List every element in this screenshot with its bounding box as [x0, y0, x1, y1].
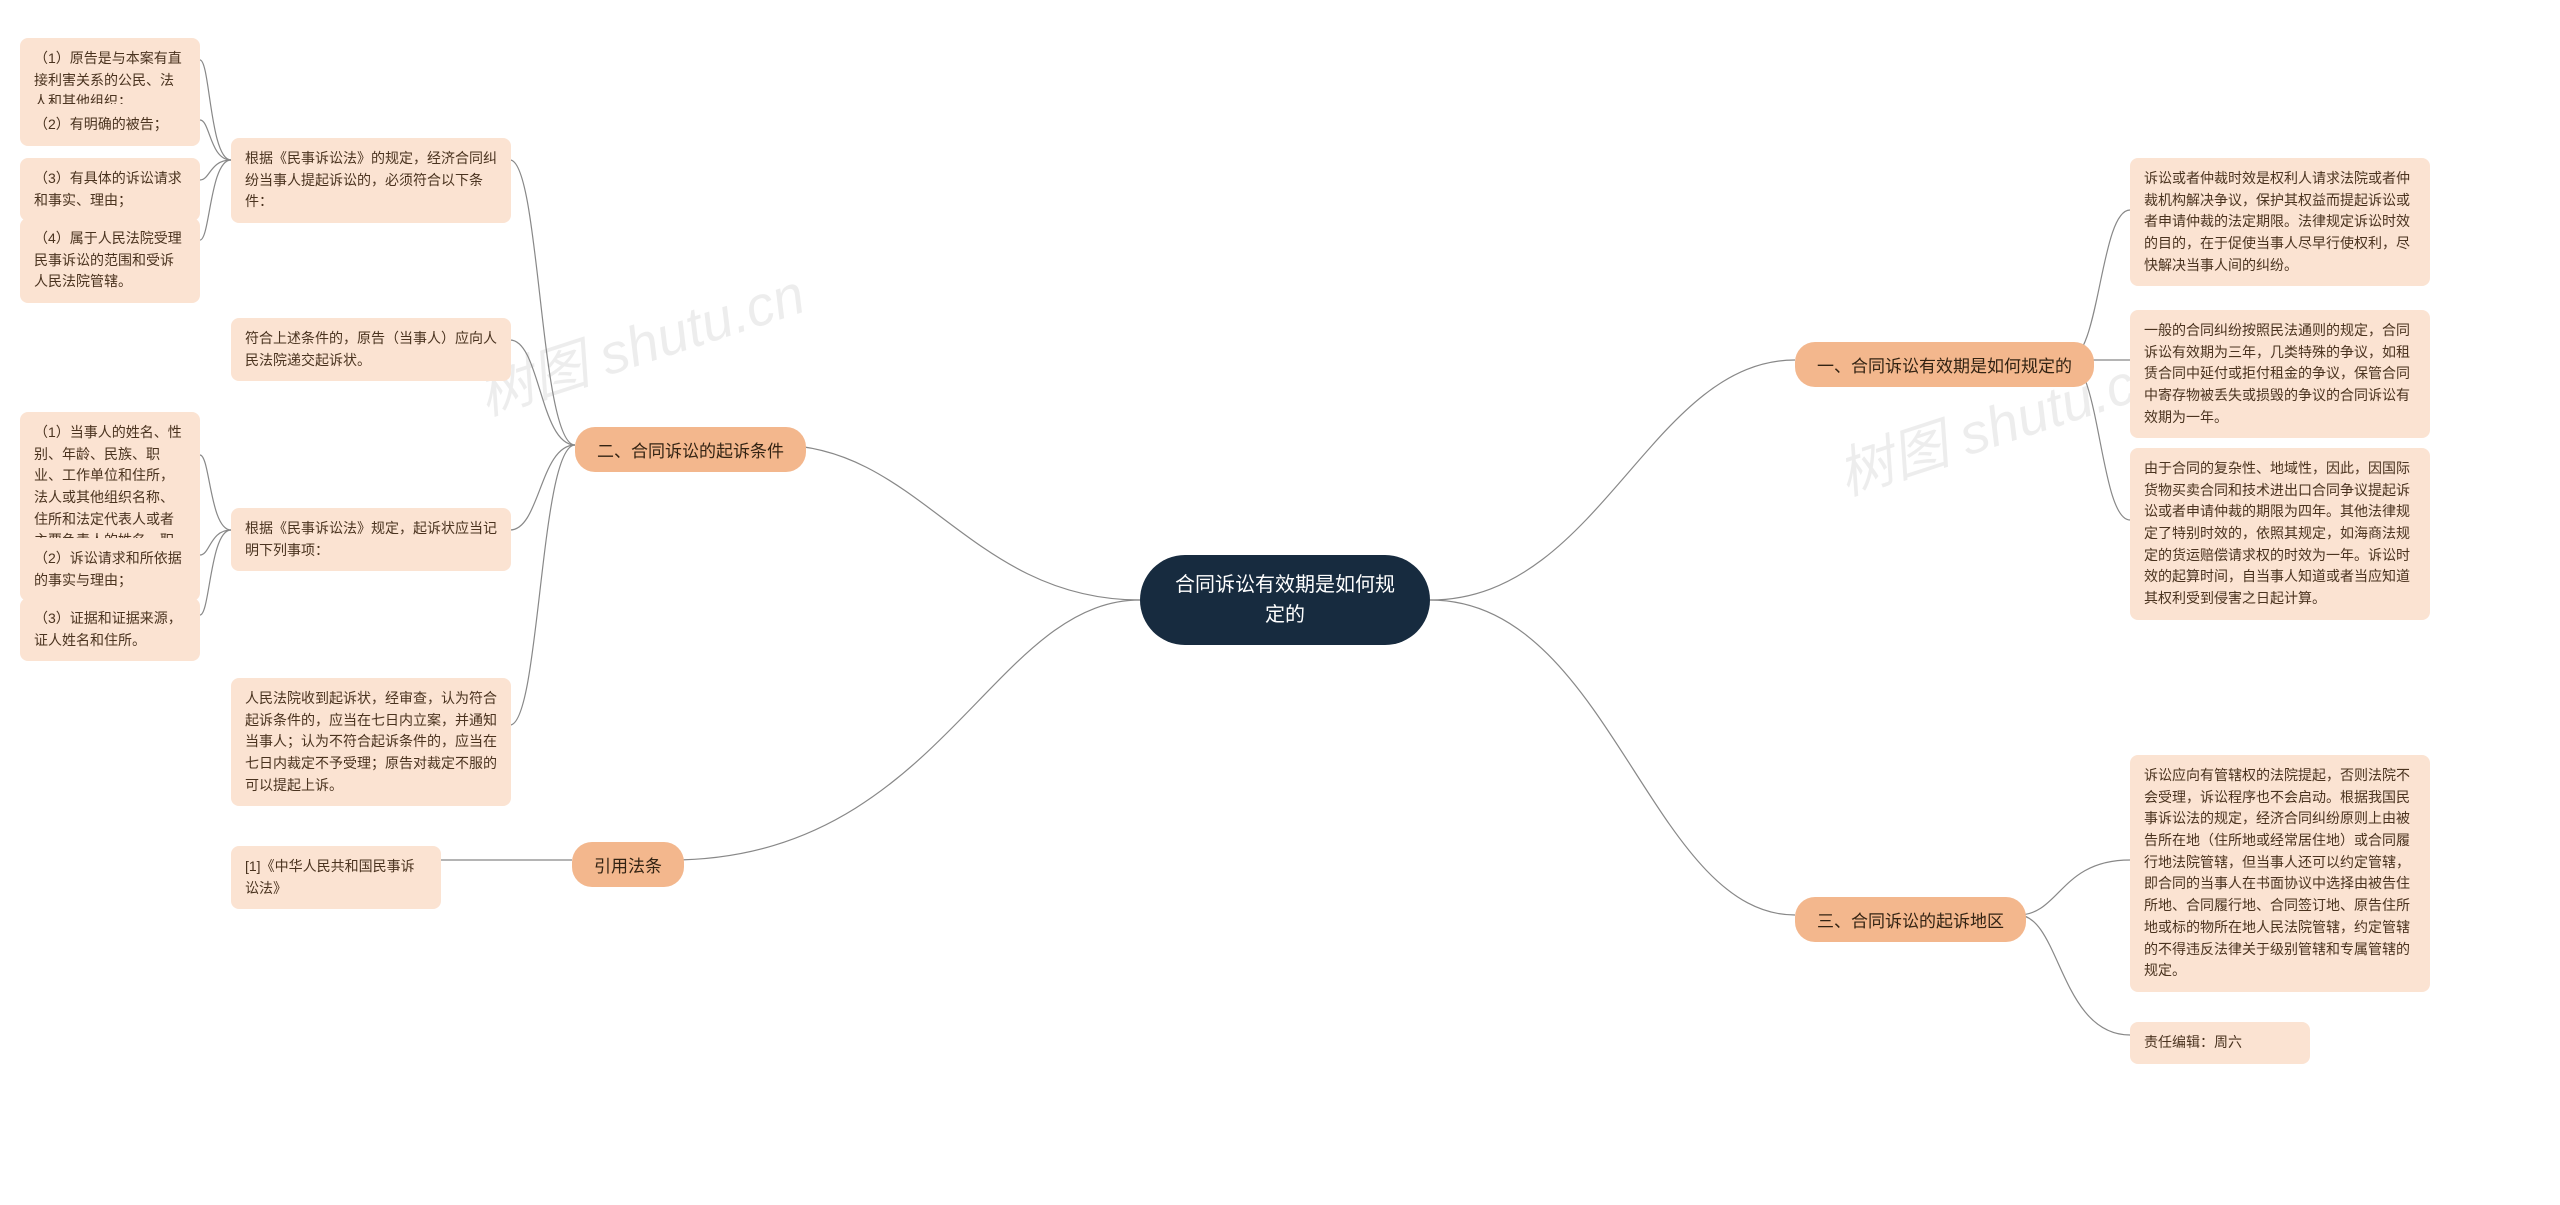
leaf-left-1-c4: 人民法院收到起诉状，经审查，认为符合起诉条件的，应当在七日内立案，并通知当事人；…: [231, 678, 511, 806]
leaf-right-1-1: 诉讼或者仲裁时效是权利人请求法院或者仲裁机构解决争议，保护其权益而提起诉讼或者申…: [2130, 158, 2430, 286]
watermark: 树图 shutu.cn: [466, 250, 814, 432]
leaf-left-1-c3: 根据《民事诉讼法》规定，起诉状应当记明下列事项：: [231, 508, 511, 571]
leaf-left-1-c3-s2: （2）诉讼请求和所依据的事实与理由；: [20, 538, 200, 601]
leaf-left-2-c1: [1]《中华人民共和国民事诉讼法》: [231, 846, 441, 909]
leaf-left-1-c3-s3: （3）证据和证据来源，证人姓名和住所。: [20, 598, 200, 661]
branch-right-2: 三、合同诉讼的起诉地区: [1795, 897, 2026, 942]
leaf-left-1-c2: 符合上述条件的，原告（当事人）应向人民法院递交起诉状。: [231, 318, 511, 381]
leaf-right-2-2: 责任编辑：周六: [2130, 1022, 2310, 1064]
branch-right-1: 一、合同诉讼有效期是如何规定的: [1795, 342, 2094, 387]
leaf-left-1-c1-s3: （3）有具体的诉讼请求和事实、理由；: [20, 158, 200, 221]
branch-left-2: 引用法条: [572, 842, 684, 887]
branch-left-1: 二、合同诉讼的起诉条件: [575, 427, 806, 472]
leaf-left-1-c1-s4: （4）属于人民法院受理民事诉讼的范围和受诉人民法院管辖。: [20, 218, 200, 303]
leaf-right-1-2: 一般的合同纠纷按照民法通则的规定，合同诉讼有效期为三年，几类特殊的争议，如租赁合…: [2130, 310, 2430, 438]
center-topic: 合同诉讼有效期是如何规定的: [1140, 555, 1430, 645]
leaf-right-2-1: 诉讼应向有管辖权的法院提起，否则法院不会受理，诉讼程序也不会启动。根据我国民事诉…: [2130, 755, 2430, 992]
leaf-left-1-c1-s2: （2）有明确的被告；: [20, 104, 200, 146]
leaf-right-1-3: 由于合同的复杂性、地域性，因此，因国际货物买卖合同和技术进出口合同争议提起诉讼或…: [2130, 448, 2430, 620]
leaf-left-1-c1: 根据《民事诉讼法》的规定，经济合同纠纷当事人提起诉讼的，必须符合以下条件：: [231, 138, 511, 223]
